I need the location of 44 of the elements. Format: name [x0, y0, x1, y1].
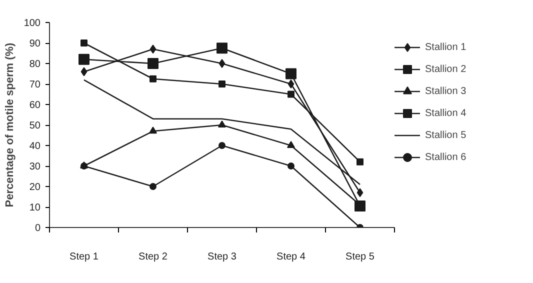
legend-label: Stallion 2: [425, 64, 466, 74]
point: [218, 120, 226, 128]
y-tick-label: 0: [34, 223, 41, 234]
y-tick-label: 50: [29, 120, 41, 132]
x-tick-label: Step 4: [276, 252, 306, 262]
y-tick-label: 70: [29, 80, 41, 90]
point: [356, 188, 364, 198]
point: [218, 142, 226, 149]
y-tick-label: 80: [29, 59, 41, 70]
legend-label: Stallion 4: [425, 108, 466, 118]
point: [78, 54, 90, 65]
y-tick-label: 60: [29, 100, 41, 111]
point: [356, 158, 364, 166]
y-tick-label: 20: [29, 182, 41, 193]
point: [218, 80, 226, 88]
legend-label: Stallion 6: [425, 152, 466, 162]
y-tick-label: 40: [29, 141, 41, 152]
point: [288, 162, 294, 170]
point: [216, 42, 228, 54]
legend-label: Stallion 5: [425, 130, 466, 140]
x-tick-label: Step 2: [138, 252, 168, 262]
point: [149, 126, 157, 134]
x-tick-label: Step 1: [70, 252, 99, 262]
x-tick-label: Step 3: [208, 252, 237, 262]
point: [148, 58, 158, 69]
point: [288, 80, 294, 88]
y-tick-label: 100: [24, 18, 41, 29]
point: [354, 200, 366, 212]
point: [150, 44, 156, 54]
y-axis-title: Percentage of motile sperm (%): [4, 42, 16, 208]
legend-label: Stallion 3: [425, 86, 466, 96]
point: [288, 90, 294, 98]
point: [150, 75, 156, 82]
point: [286, 68, 296, 80]
legend-label: Stallion 1: [425, 42, 466, 52]
point: [80, 40, 88, 46]
x-tick-label: Step 5: [346, 252, 375, 262]
y-tick-label: 10: [29, 202, 41, 214]
point: [80, 67, 88, 76]
point: [150, 183, 156, 190]
y-tick-label: 90: [29, 38, 41, 50]
point: [287, 140, 295, 148]
point: [218, 59, 226, 68]
y-tick-label: 30: [29, 162, 41, 172]
